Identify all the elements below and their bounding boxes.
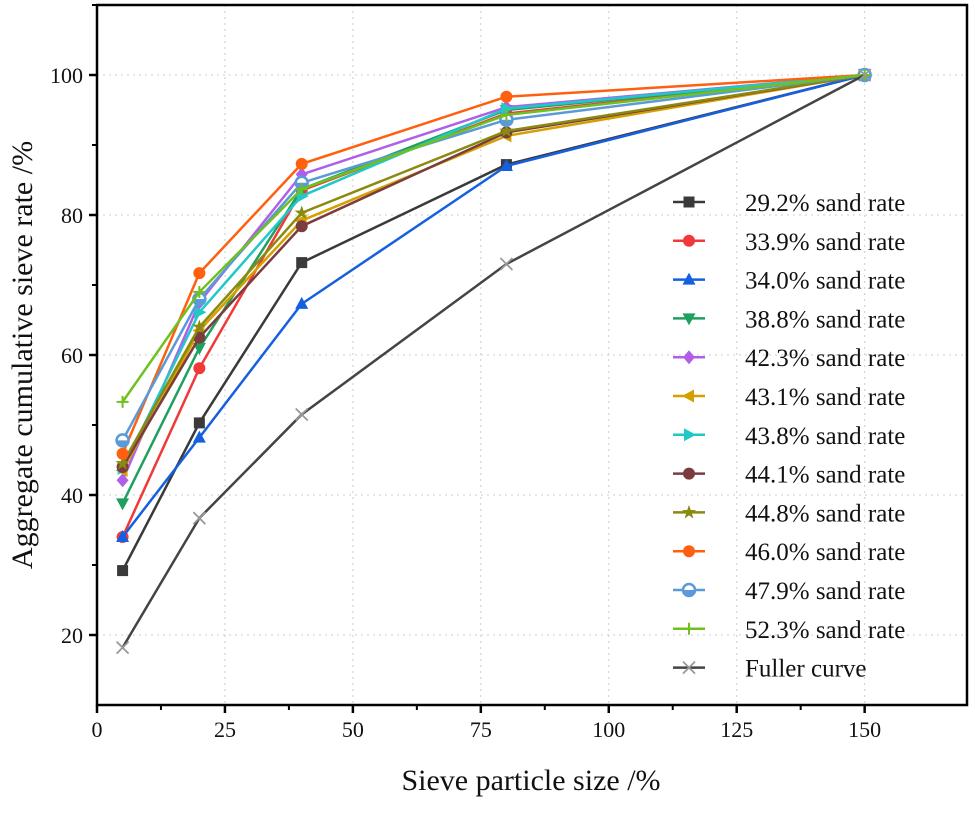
data-point — [116, 498, 130, 511]
data-point — [294, 205, 309, 219]
data-point — [116, 530, 130, 542]
data-point — [116, 473, 129, 488]
data-point — [192, 430, 206, 443]
x-tick-label: 150 — [848, 717, 881, 742]
legend-label: 34.0% sand rate — [745, 268, 905, 295]
legend-label: 38.8% sand rate — [745, 306, 905, 333]
data-point — [296, 257, 308, 269]
legend-label: 44.1% sand rate — [745, 462, 905, 489]
data-point — [681, 504, 697, 519]
data-point — [683, 545, 695, 558]
legend-item: 47.9% sand rate — [673, 578, 905, 605]
legend-item: 34.0% sand rate — [673, 268, 905, 295]
legend-label: 52.3% sand rate — [745, 617, 905, 644]
x-tick-label: 0 — [92, 717, 103, 742]
x-tick-label: 125 — [720, 717, 753, 742]
series-lines — [115, 67, 872, 655]
data-point — [682, 389, 694, 403]
data-point — [193, 417, 205, 429]
data-point — [499, 257, 514, 271]
series-12 — [116, 69, 871, 408]
data-point — [499, 123, 514, 138]
data-point — [858, 68, 872, 82]
y-tick-label: 80 — [61, 203, 83, 228]
data-point — [683, 622, 695, 635]
x-tick-label: 50 — [342, 717, 364, 742]
data-point — [684, 428, 696, 442]
series-13 — [115, 68, 872, 655]
y-tick-label: 100 — [50, 63, 83, 88]
data-point — [193, 362, 206, 375]
y-tick-label: 60 — [61, 343, 83, 368]
legend-label: 43.1% sand rate — [745, 384, 905, 411]
x-tick-label: 100 — [592, 717, 625, 742]
legend-item: 43.8% sand rate — [673, 423, 905, 450]
data-point — [193, 267, 206, 280]
data-point — [500, 90, 513, 103]
data-point — [682, 660, 696, 675]
legend-label: 44.8% sand rate — [745, 500, 905, 527]
data-point — [683, 196, 695, 208]
legend-item: 43.1% sand rate — [673, 384, 905, 411]
legend-label: 43.8% sand rate — [745, 423, 905, 450]
data-point — [192, 343, 206, 355]
legend-label: Fuller curve — [745, 656, 866, 683]
x-tick-label: 25 — [214, 717, 236, 742]
x-axis-label: Sieve particle size /% — [401, 764, 660, 797]
legend-label: 33.9% sand rate — [745, 229, 905, 256]
data-point — [193, 286, 206, 298]
legend-label: 46.0% sand rate — [745, 539, 905, 566]
data-point — [683, 467, 695, 480]
legend-item: 33.9% sand rate — [673, 229, 905, 256]
data-point — [295, 220, 308, 233]
legend-item: 42.3% sand rate — [673, 345, 905, 372]
data-point — [683, 350, 695, 365]
legend-item: 52.3% sand rate — [673, 617, 905, 644]
data-point — [115, 640, 130, 655]
legend-item: Fuller curve — [673, 656, 866, 683]
data-point-half — [683, 590, 695, 596]
data-point — [295, 157, 308, 170]
y-tick-label: 20 — [61, 623, 83, 648]
data-point — [295, 407, 309, 422]
legend-item: 44.1% sand rate — [673, 462, 905, 489]
data-point — [295, 183, 308, 196]
data-point — [117, 565, 129, 577]
legend-label: 29.2% sand rate — [745, 190, 905, 217]
data-point — [192, 319, 207, 334]
data-point — [682, 272, 696, 285]
axes: 0 25 50 75 100 125 150 20 40 60 80 100 — [50, 3, 969, 742]
x-tick-label: 75 — [470, 717, 492, 742]
data-point — [683, 234, 695, 247]
legend: 29.2% sand rate 33.9% sand rate 34.0% sand… — [673, 190, 905, 683]
data-point — [116, 395, 129, 408]
data-point-half — [193, 299, 205, 305]
y-tick-label: 40 — [61, 483, 83, 508]
data-point — [116, 447, 129, 460]
data-point — [194, 305, 207, 319]
legend-item: 44.8% sand rate — [673, 500, 905, 527]
data-point — [682, 313, 696, 326]
legend-item: 46.0% sand rate — [673, 539, 905, 566]
data-point — [501, 102, 514, 116]
data-point — [499, 159, 513, 171]
data-point — [295, 296, 309, 309]
legend-item: 38.8% sand rate — [673, 306, 905, 333]
data-point — [192, 511, 206, 525]
y-axis-label: Aggregate cumulative sieve rate /% — [6, 141, 39, 569]
data-point — [115, 456, 130, 470]
data-point-half — [117, 440, 129, 446]
legend-label: 47.9% sand rate — [745, 578, 905, 605]
legend-label: 42.3% sand rate — [745, 345, 905, 372]
data-point — [500, 108, 513, 121]
data-point-half — [500, 119, 512, 126]
legend-item: 29.2% sand rate — [673, 190, 905, 217]
